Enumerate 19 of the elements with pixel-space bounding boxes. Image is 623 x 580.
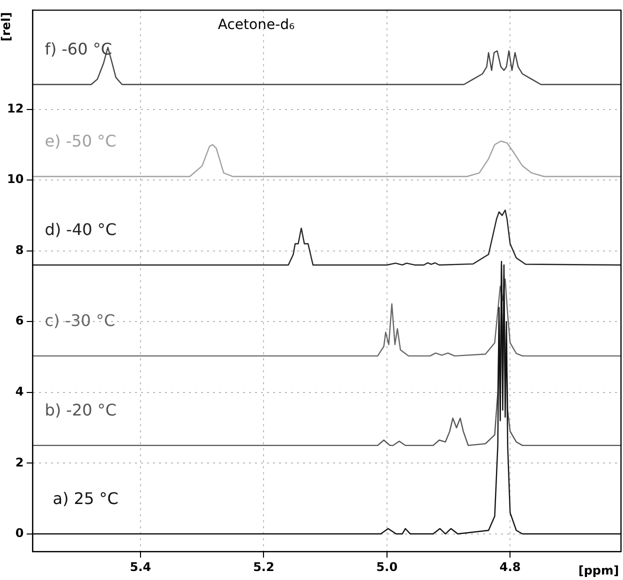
x-tick-label: 5.2 xyxy=(253,560,274,574)
series-label: b) -20 °C xyxy=(44,400,117,420)
x-tick-label: 5.0 xyxy=(376,560,398,574)
y-tick-label: 6 xyxy=(15,314,24,328)
y-tick-label: 2 xyxy=(15,455,24,470)
y-tick-label: 0 xyxy=(15,526,24,540)
y-tick-label: 4 xyxy=(15,384,24,398)
x-tick-label: 5.4 xyxy=(130,560,152,574)
series-label: d) -40 °C xyxy=(44,220,117,240)
y-tick-label: 12 xyxy=(6,101,24,116)
x-axis-title: [ppm] xyxy=(578,564,619,578)
annotation: Acetone-d₆ xyxy=(218,16,296,33)
y-tick-label: 10 xyxy=(6,172,24,186)
x-tick-label: 4.8 xyxy=(499,560,521,574)
series-label: a) 25 °C xyxy=(52,489,118,508)
y-axis-title: [rel] xyxy=(0,12,13,42)
series-label: e) -50 °C xyxy=(44,132,116,151)
series-label: c) -30 °C xyxy=(44,311,116,330)
y-tick-label: 8 xyxy=(15,242,24,257)
